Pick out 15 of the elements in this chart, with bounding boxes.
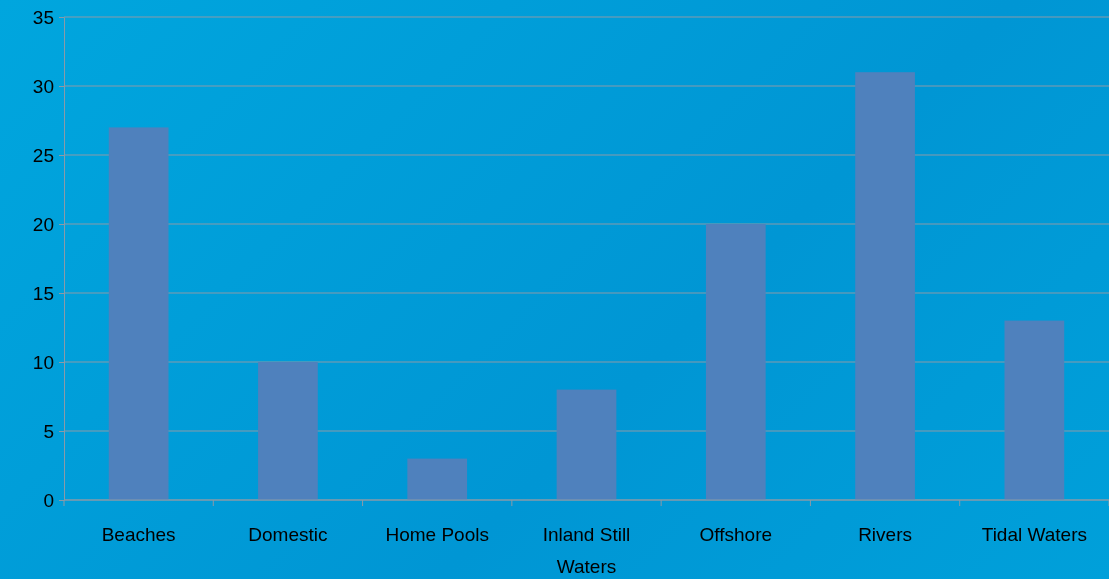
y-tick-label: 25 — [32, 144, 54, 166]
y-tick-label: 5 — [43, 420, 54, 442]
x-tick-label: Domestic — [248, 524, 328, 545]
y-tick-label: 0 — [43, 489, 54, 511]
x-tick-label: Beaches — [101, 524, 176, 545]
x-tick-label: Rivers — [858, 524, 912, 545]
y-tick-label: 10 — [32, 351, 54, 373]
x-tick-label: Tidal Waters — [981, 524, 1087, 545]
y-tick-label: 20 — [32, 213, 54, 235]
y-tick-label: 35 — [32, 6, 54, 28]
x-tick-label: Inland Still Waters — [542, 524, 631, 577]
y-tick-label: 15 — [32, 282, 54, 304]
x-tick-label: Offshore — [699, 524, 773, 545]
y-tick-label: 30 — [32, 75, 54, 97]
x-tick-label: Home Pools — [385, 524, 489, 545]
